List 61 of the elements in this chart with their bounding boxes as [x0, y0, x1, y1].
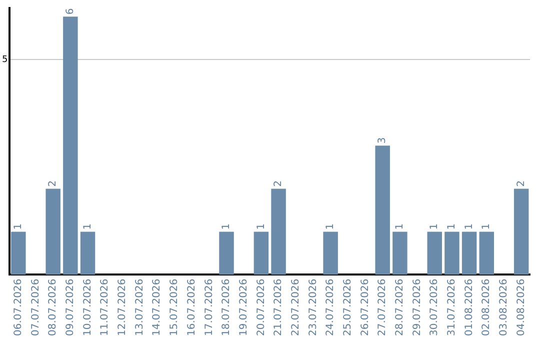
x-tick-label: 27.07.2026 — [377, 278, 388, 336]
data-label: 2 — [273, 180, 284, 187]
x-tick-label: 07.07.2026 — [30, 278, 42, 336]
data-label: 1 — [221, 223, 232, 230]
x-tick-label: 22.07.2026 — [290, 278, 302, 336]
bar — [11, 232, 26, 275]
bar — [80, 232, 96, 275]
data-label: 1 — [446, 223, 458, 230]
x-tick-label: 08.07.2026 — [48, 278, 59, 336]
x-tick-label: 15.07.2026 — [169, 278, 180, 336]
data-label: 1 — [12, 223, 24, 230]
bar — [427, 232, 442, 275]
bar — [375, 146, 390, 275]
x-tick-label: 30.07.2026 — [429, 278, 440, 336]
x-tick-label: 16.07.2026 — [186, 278, 198, 336]
x-tick-label: 25.07.2026 — [342, 278, 354, 336]
x-tick-label: 06.07.2026 — [12, 278, 24, 336]
data-label: 1 — [325, 223, 336, 230]
x-tick-label: 26.07.2026 — [360, 278, 371, 336]
data-label: 1 — [394, 223, 406, 230]
bar — [479, 232, 494, 275]
bar — [63, 16, 78, 275]
y-tick-label: 5 — [2, 54, 8, 65]
data-label: 3 — [377, 137, 388, 144]
x-tick-label: 20.07.2026 — [256, 278, 267, 336]
x-tick-label: 04.08.2026 — [516, 278, 527, 336]
bar — [444, 232, 460, 275]
data-label: 6 — [65, 8, 76, 15]
bar — [392, 232, 408, 275]
x-tick-label: 09.07.2026 — [65, 278, 76, 336]
x-tick-label: 24.07.2026 — [325, 278, 336, 336]
x-tick-label: 19.07.2026 — [238, 278, 250, 336]
bar — [462, 232, 477, 275]
x-tick-label: 13.07.2026 — [134, 278, 146, 336]
x-tick-label: 29.07.2026 — [412, 278, 423, 336]
bar — [254, 232, 269, 275]
bar — [514, 188, 529, 275]
data-label: 1 — [481, 223, 492, 230]
x-tick-label: 12.07.2026 — [117, 278, 128, 336]
x-tick-label: 23.07.2026 — [308, 278, 319, 336]
data-label: 1 — [256, 223, 267, 230]
data-label: 1 — [82, 223, 94, 230]
x-tick-label: 28.07.2026 — [394, 278, 406, 336]
x-tick-label: 31.07.2026 — [446, 278, 458, 336]
x-tick-label: 03.08.2026 — [498, 278, 510, 336]
bar — [46, 188, 60, 275]
data-label: 1 — [429, 223, 440, 230]
bar — [219, 232, 234, 275]
x-tick-label: 02.08.2026 — [481, 278, 492, 336]
x-tick-label: 17.07.2026 — [204, 278, 215, 336]
x-tick-label: 01.08.2026 — [464, 278, 475, 336]
x-tick-label: 14.07.2026 — [152, 278, 163, 336]
x-tick-label: 11.07.2026 — [100, 278, 111, 336]
x-tick-label: 18.07.2026 — [221, 278, 232, 336]
bar — [271, 188, 286, 275]
bar — [323, 232, 338, 275]
x-tick-label: 10.07.2026 — [82, 278, 94, 336]
data-label: 1 — [464, 223, 475, 230]
data-label: 2 — [48, 180, 59, 187]
x-tick-label: 21.07.2026 — [273, 278, 284, 336]
data-label: 2 — [516, 180, 527, 187]
